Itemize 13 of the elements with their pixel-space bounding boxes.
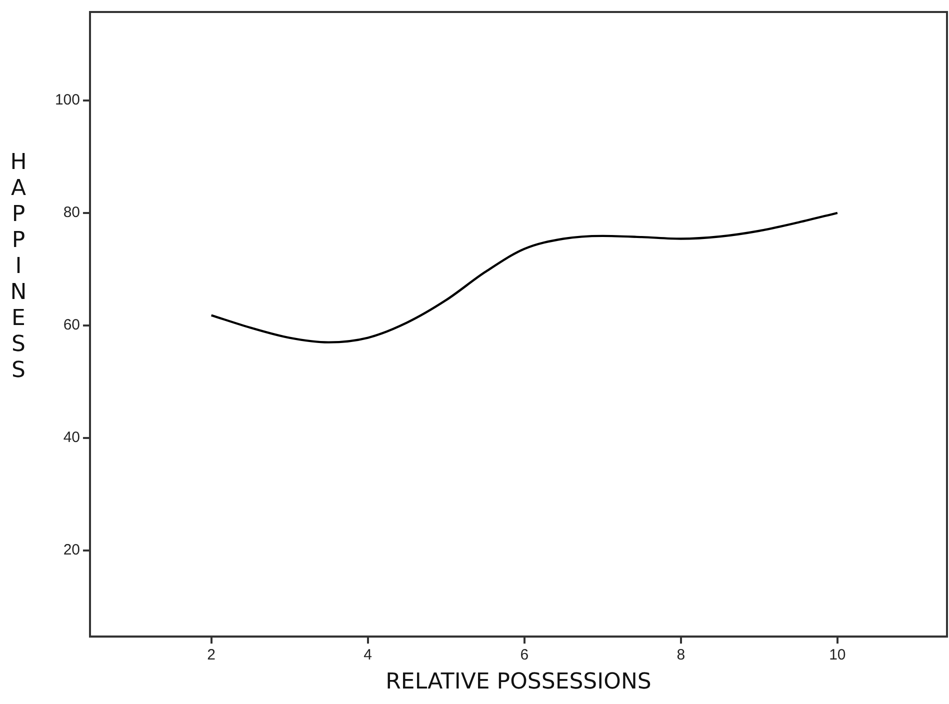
x-tick-label: 6 <box>520 646 529 664</box>
x-tick-label: 4 <box>364 646 372 664</box>
y-tick-label: 20 <box>63 542 80 559</box>
x-tick-label: 8 <box>676 646 686 664</box>
x-tick-label: 10 <box>829 646 846 664</box>
x-tick-label: 2 <box>207 646 216 664</box>
y-tick-label: 60 <box>63 316 80 334</box>
y-tick-label: 100 <box>54 91 80 108</box>
y-tick-label: 80 <box>63 204 80 222</box>
line-series <box>210 212 839 344</box>
y-axis-title: HAPPINESS <box>6 150 31 384</box>
y-tick-label: 40 <box>63 429 80 446</box>
x-axis-title: RELATIVE POSSESSIONS <box>386 670 652 695</box>
